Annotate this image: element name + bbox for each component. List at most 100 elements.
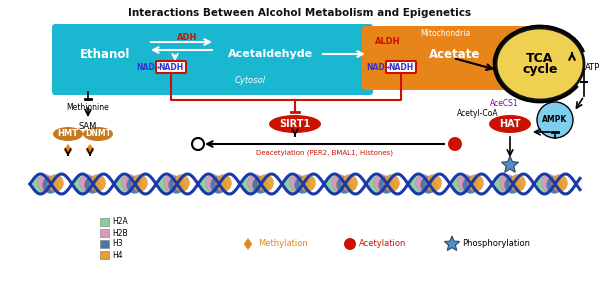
Ellipse shape xyxy=(341,175,358,191)
Text: Mitochondria: Mitochondria xyxy=(420,30,470,39)
Text: Acetaldehyde: Acetaldehyde xyxy=(227,49,313,59)
Ellipse shape xyxy=(410,177,427,193)
Ellipse shape xyxy=(458,175,473,191)
Ellipse shape xyxy=(489,115,531,133)
Polygon shape xyxy=(445,236,460,250)
Text: H3: H3 xyxy=(112,239,122,248)
Ellipse shape xyxy=(337,177,353,193)
Ellipse shape xyxy=(425,175,442,191)
Ellipse shape xyxy=(83,127,113,141)
Ellipse shape xyxy=(257,175,274,191)
Text: NADH: NADH xyxy=(388,63,413,72)
Text: Acetyl-CoA: Acetyl-CoA xyxy=(457,109,499,118)
Ellipse shape xyxy=(383,175,400,191)
Text: AceCS1: AceCS1 xyxy=(490,100,518,109)
Ellipse shape xyxy=(211,177,227,193)
Ellipse shape xyxy=(200,177,217,193)
Ellipse shape xyxy=(205,175,221,191)
Ellipse shape xyxy=(32,177,49,193)
Ellipse shape xyxy=(158,177,175,193)
Text: DNMT: DNMT xyxy=(85,129,111,138)
Polygon shape xyxy=(63,143,73,157)
Ellipse shape xyxy=(547,177,563,193)
Text: Methionine: Methionine xyxy=(67,103,109,112)
Ellipse shape xyxy=(173,175,190,191)
Ellipse shape xyxy=(499,175,515,191)
Ellipse shape xyxy=(116,177,133,193)
Circle shape xyxy=(448,137,462,151)
Polygon shape xyxy=(502,156,518,172)
Ellipse shape xyxy=(505,177,521,193)
FancyBboxPatch shape xyxy=(52,24,373,95)
Circle shape xyxy=(537,102,573,138)
Ellipse shape xyxy=(379,177,395,193)
Text: ALDH: ALDH xyxy=(375,36,401,45)
Ellipse shape xyxy=(53,127,83,141)
Text: Interactions Between Alcohol Metabolism and Epigenetics: Interactions Between Alcohol Metabolism … xyxy=(128,8,472,18)
Ellipse shape xyxy=(295,177,311,193)
Ellipse shape xyxy=(43,177,59,193)
Ellipse shape xyxy=(542,175,557,191)
Text: Deacetylation (PER2, BMAL1, Histones): Deacetylation (PER2, BMAL1, Histones) xyxy=(257,149,394,155)
Text: NADH: NADH xyxy=(158,63,184,72)
FancyBboxPatch shape xyxy=(100,240,109,248)
Ellipse shape xyxy=(421,177,437,193)
FancyBboxPatch shape xyxy=(386,61,416,73)
Polygon shape xyxy=(243,237,253,251)
Text: +: + xyxy=(385,65,389,70)
Ellipse shape xyxy=(494,177,511,193)
Ellipse shape xyxy=(551,175,568,191)
Text: Acetate: Acetate xyxy=(430,47,481,61)
Text: Phosphorylation: Phosphorylation xyxy=(462,239,530,248)
Text: H2B: H2B xyxy=(112,228,128,237)
Text: NAD: NAD xyxy=(136,63,155,72)
Ellipse shape xyxy=(121,175,137,191)
Ellipse shape xyxy=(326,177,343,193)
Circle shape xyxy=(192,138,204,150)
FancyBboxPatch shape xyxy=(100,229,109,237)
Ellipse shape xyxy=(74,177,91,193)
Ellipse shape xyxy=(79,175,95,191)
Ellipse shape xyxy=(253,177,269,193)
Ellipse shape xyxy=(368,177,385,193)
Ellipse shape xyxy=(248,175,263,191)
Text: NAD: NAD xyxy=(366,63,385,72)
Ellipse shape xyxy=(331,175,347,191)
Text: TCA: TCA xyxy=(526,52,554,65)
Ellipse shape xyxy=(37,175,53,191)
Ellipse shape xyxy=(127,177,143,193)
Ellipse shape xyxy=(89,175,106,191)
Ellipse shape xyxy=(290,175,305,191)
Text: HAT: HAT xyxy=(499,119,521,129)
Ellipse shape xyxy=(467,175,484,191)
Ellipse shape xyxy=(215,175,232,191)
Text: ATP: ATP xyxy=(585,63,600,72)
Ellipse shape xyxy=(163,175,179,191)
Ellipse shape xyxy=(415,175,431,191)
Ellipse shape xyxy=(284,177,301,193)
Ellipse shape xyxy=(269,115,321,133)
Ellipse shape xyxy=(463,177,479,193)
Ellipse shape xyxy=(47,175,64,191)
Text: Acetylation: Acetylation xyxy=(359,239,406,248)
Text: Ethanol: Ethanol xyxy=(80,47,130,61)
Ellipse shape xyxy=(373,175,389,191)
Text: Cytosol: Cytosol xyxy=(235,76,266,85)
Text: SAM: SAM xyxy=(79,122,97,131)
FancyBboxPatch shape xyxy=(156,61,186,73)
Ellipse shape xyxy=(452,177,469,193)
Ellipse shape xyxy=(131,175,148,191)
Ellipse shape xyxy=(299,175,316,191)
Text: SIRT1: SIRT1 xyxy=(280,119,311,129)
Text: H2A: H2A xyxy=(112,217,128,226)
Polygon shape xyxy=(85,143,95,157)
Circle shape xyxy=(344,238,356,250)
FancyBboxPatch shape xyxy=(100,251,109,259)
Text: H4: H4 xyxy=(112,250,122,259)
FancyBboxPatch shape xyxy=(362,26,533,90)
Text: ADH: ADH xyxy=(177,34,197,43)
Text: cycle: cycle xyxy=(522,63,558,76)
Text: +: + xyxy=(155,65,160,70)
Text: HMT: HMT xyxy=(58,129,79,138)
Text: Methylation: Methylation xyxy=(258,239,308,248)
